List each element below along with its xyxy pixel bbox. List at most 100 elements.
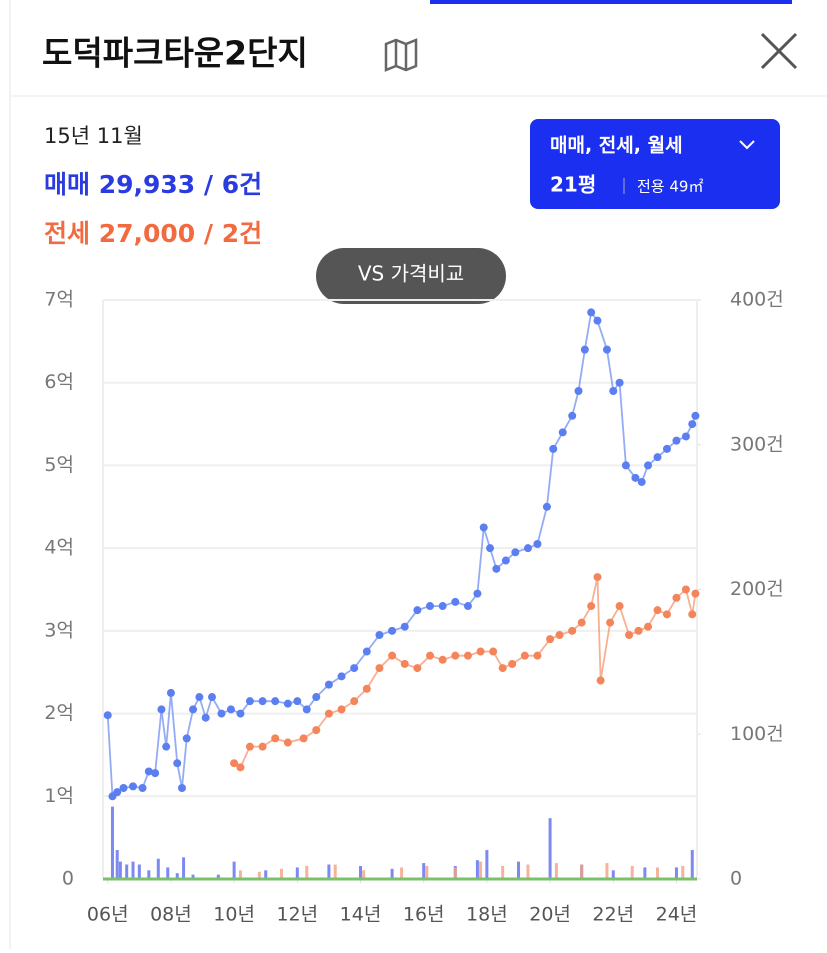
price-point bbox=[350, 697, 359, 706]
price-point bbox=[283, 699, 292, 708]
volume-bar bbox=[175, 873, 179, 879]
volume-bar bbox=[131, 861, 135, 879]
x-tick-label: 14년 bbox=[340, 904, 382, 926]
price-point bbox=[479, 523, 488, 532]
price-point bbox=[451, 597, 460, 606]
price-point bbox=[486, 544, 495, 553]
price-point bbox=[177, 784, 186, 793]
price-point bbox=[271, 697, 280, 706]
volume-bar bbox=[216, 874, 220, 879]
volume-bar bbox=[643, 867, 647, 879]
price-point bbox=[258, 742, 267, 751]
price-point bbox=[615, 602, 624, 611]
price-point bbox=[634, 626, 643, 635]
y2-tick-label: 100건 bbox=[730, 723, 784, 745]
volume-bar bbox=[580, 864, 584, 879]
price-point bbox=[226, 705, 235, 714]
price-point bbox=[596, 676, 605, 685]
title: 도덕파크타운2단지 bbox=[42, 34, 308, 73]
price-point bbox=[324, 680, 333, 689]
volume-bar bbox=[118, 861, 122, 879]
x-tick-label: 12년 bbox=[276, 904, 318, 926]
filter-button[interactable]: 매매, 전세, 월세 21평 전용 49㎡ bbox=[530, 119, 780, 209]
volume-bar bbox=[400, 867, 404, 879]
jeonse-summary: 전세 27,000 / 2건 bbox=[44, 219, 262, 248]
price-point bbox=[533, 651, 542, 660]
volume-bar bbox=[280, 868, 284, 879]
volume-bar bbox=[125, 864, 129, 879]
price-point bbox=[662, 610, 671, 619]
price-point bbox=[299, 734, 308, 743]
price-point bbox=[173, 759, 182, 768]
price-point bbox=[103, 711, 112, 720]
price-point bbox=[463, 602, 472, 611]
price-point bbox=[653, 453, 662, 462]
y2-tick-label: 0 bbox=[730, 868, 742, 890]
price-point bbox=[546, 635, 555, 644]
price-point bbox=[681, 432, 690, 441]
price-point bbox=[162, 742, 171, 751]
y2-tick-label: 400건 bbox=[730, 289, 784, 311]
volume-bar bbox=[110, 806, 114, 879]
price-point bbox=[189, 705, 198, 714]
x-tick-label: 22년 bbox=[592, 904, 634, 926]
price-point bbox=[574, 386, 583, 395]
y2-tick-label: 300건 bbox=[730, 433, 784, 455]
volume-bar bbox=[554, 863, 558, 879]
price-point bbox=[271, 734, 280, 743]
price-point bbox=[681, 585, 690, 594]
y-tick-label: 1억 bbox=[44, 785, 74, 807]
price-point bbox=[587, 308, 596, 317]
x-tick-label: 24년 bbox=[656, 904, 698, 926]
volume-bar bbox=[390, 868, 394, 879]
close-button[interactable] bbox=[760, 32, 798, 70]
price-point bbox=[558, 428, 567, 437]
price-point bbox=[119, 784, 128, 793]
price-point bbox=[542, 502, 551, 511]
map-icon[interactable] bbox=[384, 38, 418, 72]
price-point bbox=[438, 602, 447, 611]
size-area: 전용 49㎡ bbox=[637, 178, 703, 196]
price-point bbox=[688, 420, 697, 429]
y-tick-label: 7억 bbox=[44, 289, 74, 311]
price-point bbox=[511, 548, 520, 557]
price-point bbox=[451, 651, 460, 660]
price-point bbox=[637, 477, 646, 486]
price-point bbox=[587, 602, 596, 611]
price-point bbox=[375, 630, 384, 639]
price-line bbox=[106, 310, 697, 799]
price-point bbox=[476, 647, 485, 656]
price-point bbox=[312, 726, 321, 735]
price-point bbox=[245, 697, 254, 706]
price-point bbox=[489, 647, 498, 656]
price-point bbox=[688, 610, 697, 619]
volume-bar bbox=[475, 860, 479, 879]
price-point bbox=[463, 651, 472, 660]
volume-bar bbox=[257, 871, 261, 879]
volume-bar bbox=[137, 864, 141, 879]
volume-bar bbox=[333, 864, 337, 879]
price-point bbox=[208, 693, 217, 702]
price-point bbox=[388, 626, 397, 635]
price-point bbox=[157, 705, 166, 714]
x-tick-label: 20년 bbox=[529, 904, 571, 926]
price-point bbox=[413, 664, 422, 673]
volume-bar bbox=[305, 865, 309, 879]
compare-button[interactable]: VS 가격비교 bbox=[316, 248, 506, 304]
x-tick-label: 18년 bbox=[466, 904, 508, 926]
volume-bar bbox=[516, 861, 520, 879]
price-point bbox=[245, 742, 254, 751]
price-point bbox=[672, 436, 681, 445]
volume-bar bbox=[182, 857, 186, 879]
price-point bbox=[672, 593, 681, 602]
y-tick-label: 2억 bbox=[44, 702, 74, 724]
volume-bar bbox=[238, 870, 242, 879]
price-point bbox=[473, 589, 482, 598]
price-point bbox=[593, 573, 602, 582]
price-point bbox=[337, 705, 346, 714]
price-point bbox=[662, 444, 671, 453]
price-point bbox=[283, 738, 292, 747]
volume-bar bbox=[674, 867, 678, 879]
price-point bbox=[201, 713, 210, 722]
volume-bar bbox=[485, 850, 489, 879]
